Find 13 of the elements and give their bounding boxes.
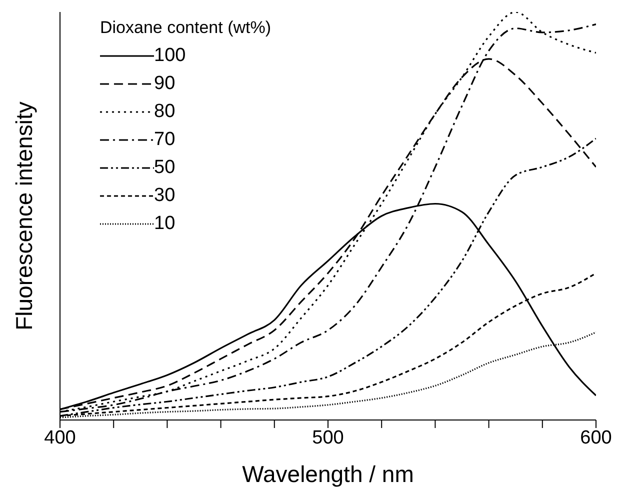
legend-label: 80 (154, 100, 176, 124)
legend-label: 90 (154, 72, 176, 96)
legend-label: 50 (154, 156, 176, 180)
legend-label: 30 (154, 184, 176, 208)
x-tick-label: 400 (44, 427, 76, 448)
x-axis-title: Wavelength / nm (242, 461, 414, 487)
x-tick-label: 500 (312, 427, 344, 448)
y-axis-title: Fluorescence intensity (11, 101, 38, 330)
legend-label: 100 (154, 44, 186, 68)
x-tick-label: 600 (580, 427, 612, 448)
legend-label: 70 (154, 128, 176, 152)
legend-title: Dioxane content (wt%) (100, 17, 272, 39)
legend-label: 10 (154, 212, 176, 236)
